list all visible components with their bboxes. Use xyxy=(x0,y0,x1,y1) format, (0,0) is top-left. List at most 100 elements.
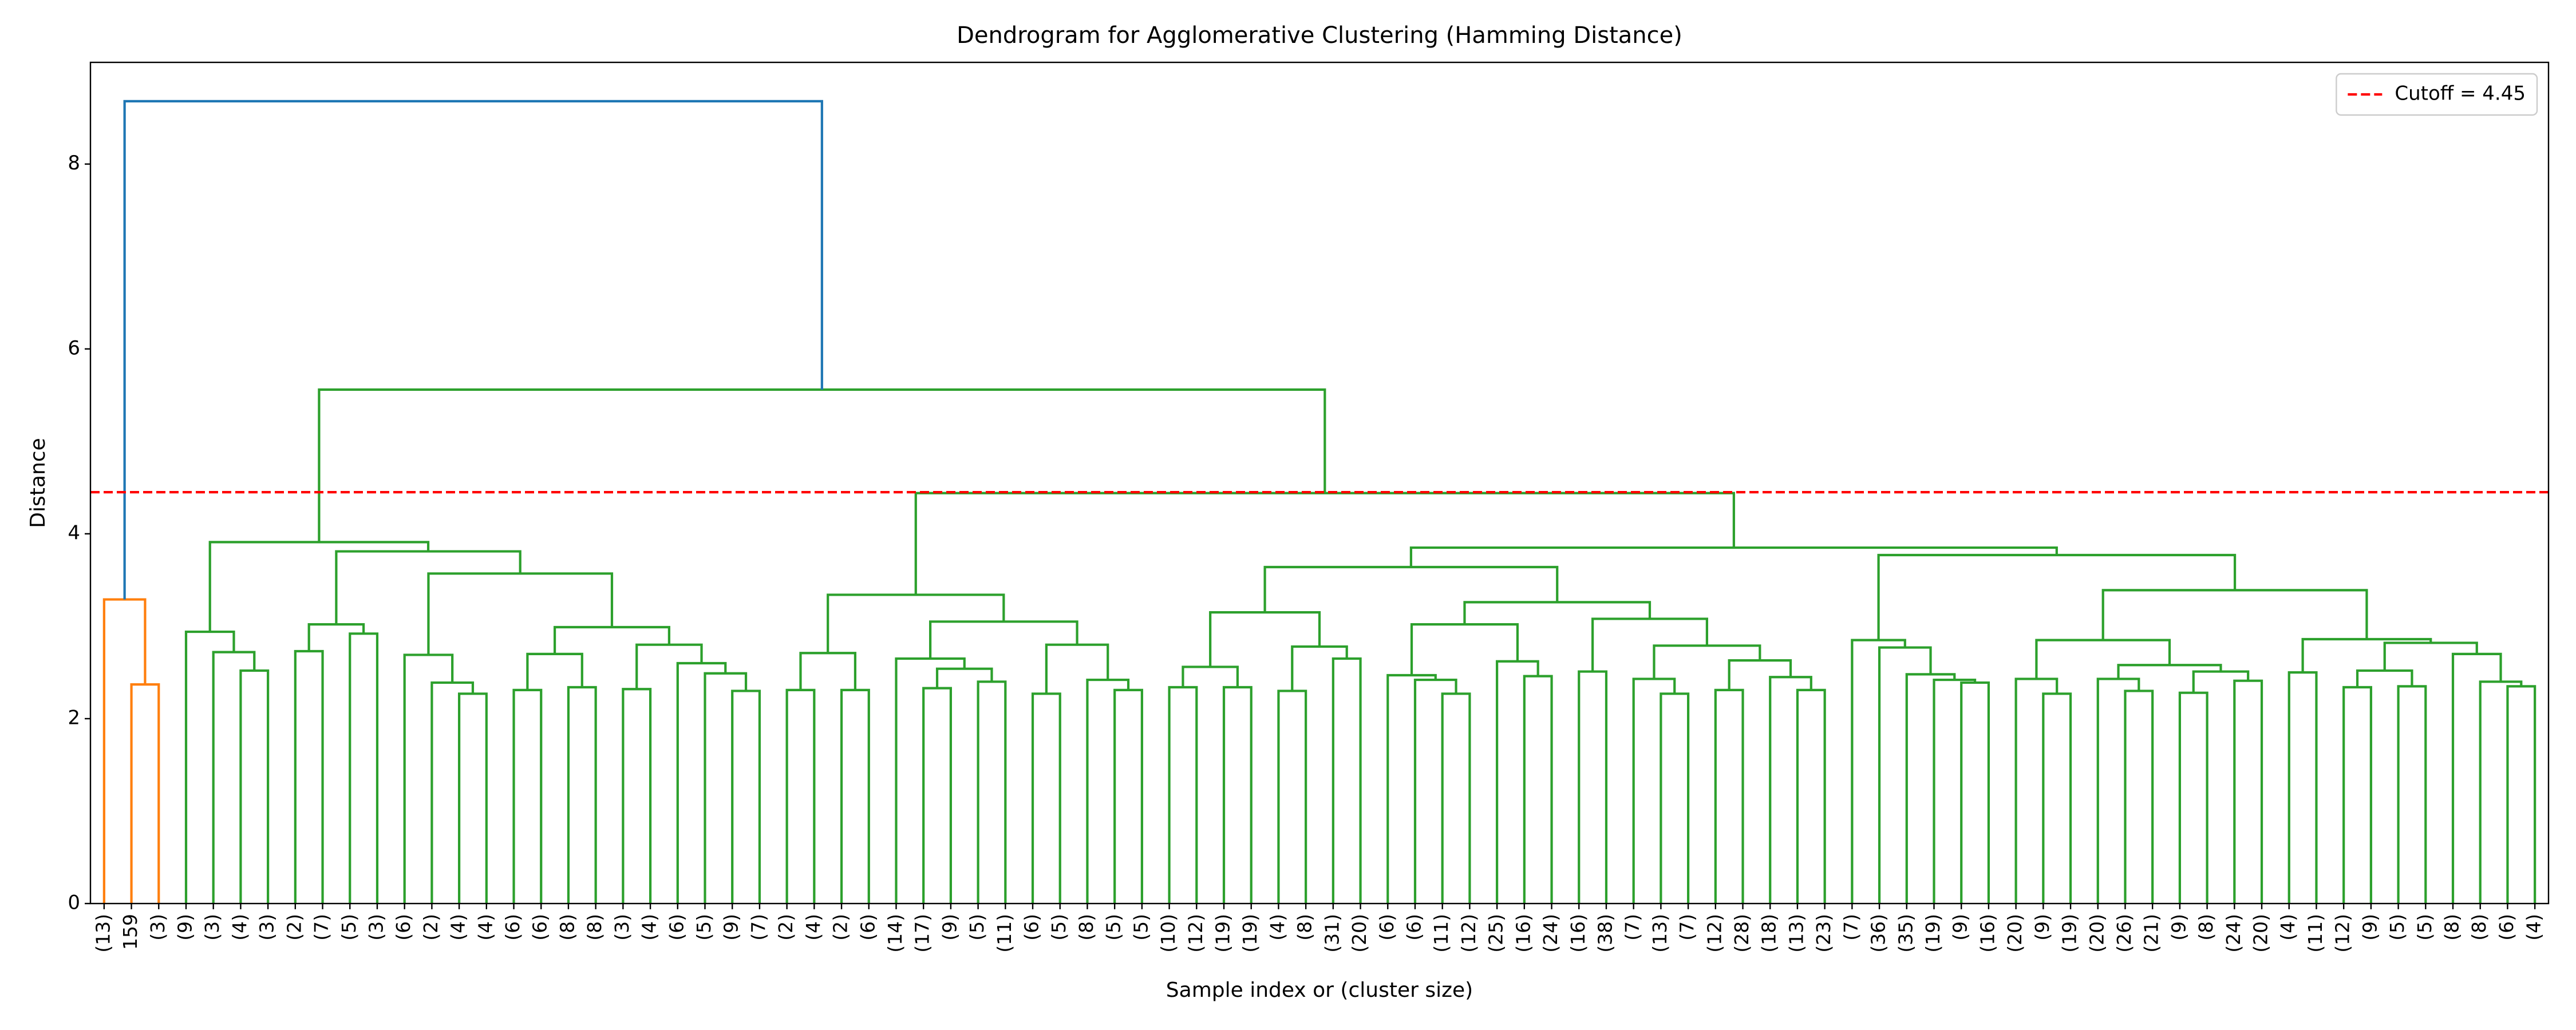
leaf-label: (36) xyxy=(1867,914,1890,953)
leaf-label: (11) xyxy=(2304,914,2326,953)
leaf-label: (18) xyxy=(1758,914,1780,953)
link xyxy=(512,688,543,904)
link xyxy=(1653,644,1761,679)
leaf-label: (4) xyxy=(638,914,661,941)
link xyxy=(1851,639,1906,904)
leaf-label: (2) xyxy=(775,914,797,941)
leaf-label: (3) xyxy=(256,914,278,941)
leaf-label: (9) xyxy=(720,914,742,941)
link xyxy=(1086,678,1130,904)
leaf-label: (38) xyxy=(1594,914,1616,953)
leaf-label: (5) xyxy=(1048,914,1070,941)
leaf-label: (16) xyxy=(1976,914,1998,953)
leaf-label: (3) xyxy=(201,914,223,941)
leaf-label: (14) xyxy=(884,914,906,953)
leaf-label: (26) xyxy=(2113,914,2135,953)
y-tick-label: 0 xyxy=(68,892,80,914)
link xyxy=(2035,639,2171,679)
leaf-label: (9) xyxy=(173,914,196,941)
leaf-label: (6) xyxy=(2495,914,2518,941)
leaf-label: (7) xyxy=(310,914,333,941)
link xyxy=(1578,670,1608,904)
leaf-label: (7) xyxy=(1840,914,1862,941)
link xyxy=(1031,692,1061,904)
link xyxy=(427,572,614,655)
leaf-label: 159 xyxy=(119,914,141,950)
leaf-label: (24) xyxy=(2222,914,2245,953)
link xyxy=(1796,688,1826,904)
plot-frame xyxy=(89,61,2550,905)
link xyxy=(349,632,379,904)
link xyxy=(922,687,952,904)
leaf-label: (6) xyxy=(1021,914,1043,941)
leaf-label: (17) xyxy=(911,914,934,953)
leaf-label: (19) xyxy=(1212,914,1234,953)
leaf-label: (4) xyxy=(2277,914,2299,941)
leaf-label: (21) xyxy=(2140,914,2163,953)
leaf-label: (20) xyxy=(1348,914,1370,953)
leaf-label: (25) xyxy=(1485,914,1507,953)
link xyxy=(1413,678,1457,904)
leaf-label: (8) xyxy=(556,914,578,941)
link xyxy=(1441,692,1471,904)
x-axis-label: Sample index or (cluster size) xyxy=(1166,978,1473,1002)
link xyxy=(840,688,870,904)
leaf-label: (11) xyxy=(1430,914,1452,953)
leaf-label: (5) xyxy=(2413,914,2436,941)
leaf-label: (9) xyxy=(1949,914,1971,941)
y-tick-label: 4 xyxy=(68,521,80,544)
leaf-label: (4) xyxy=(447,914,469,941)
link xyxy=(102,598,147,904)
leaf-label: (5) xyxy=(338,914,360,941)
y-tick-label: 8 xyxy=(68,152,80,175)
leaf-label: (8) xyxy=(1075,914,1097,941)
leaf-label: (5) xyxy=(1103,914,1125,941)
link xyxy=(2479,680,2523,904)
leaf-label: (19) xyxy=(2059,914,2081,953)
leaf-label: (4) xyxy=(228,914,251,941)
leaf-label: (19) xyxy=(1239,914,1261,953)
leaf-label: (28) xyxy=(1730,914,1753,953)
leaf-label: (12) xyxy=(1184,914,1207,953)
link xyxy=(2451,652,2502,904)
leaf-label: (16) xyxy=(1567,914,1589,953)
leaf-label: (2) xyxy=(829,914,852,941)
leaf-label: (35) xyxy=(1894,914,1917,953)
leaf-label: (8) xyxy=(583,914,606,941)
leaf-label: (8) xyxy=(2195,914,2217,941)
link xyxy=(1409,546,2058,567)
leaf-label: (9) xyxy=(2358,914,2381,941)
link xyxy=(1714,688,1744,904)
y-tick-label: 6 xyxy=(68,336,80,359)
link xyxy=(1660,692,1690,904)
leaf-label: (6) xyxy=(1376,914,1398,941)
leaf-label: (19) xyxy=(1922,914,1944,953)
leaf-label: (4) xyxy=(802,914,824,941)
leaf-label: (6) xyxy=(392,914,414,941)
leaf-label: (8) xyxy=(2441,914,2463,941)
leaf-label: (7) xyxy=(1621,914,1643,941)
leaf-label: (3) xyxy=(147,914,169,941)
leaf-label: (23) xyxy=(1812,914,1835,953)
leaf-label: (7) xyxy=(1676,914,1698,941)
leaf-label: (10) xyxy=(1157,914,1179,953)
leaf-label: (12) xyxy=(1457,914,1480,953)
leaf-label: (5) xyxy=(966,914,988,941)
leaf-label: (4) xyxy=(2523,914,2545,941)
links xyxy=(102,100,2537,904)
legend: Cutoff = 4.45 xyxy=(2336,73,2538,116)
link xyxy=(1878,646,1932,904)
leaf-label: (13) xyxy=(92,914,114,953)
link xyxy=(123,100,823,600)
link xyxy=(2192,670,2250,693)
link xyxy=(785,688,816,904)
leaf-label: (2) xyxy=(420,914,442,941)
leaf-label: (16) xyxy=(1512,914,1534,953)
leaf-label: (4) xyxy=(474,914,496,941)
legend-label: Cutoff = 4.45 xyxy=(2395,82,2526,105)
link xyxy=(1523,675,1553,904)
leaf-label: (24) xyxy=(1539,914,1562,953)
